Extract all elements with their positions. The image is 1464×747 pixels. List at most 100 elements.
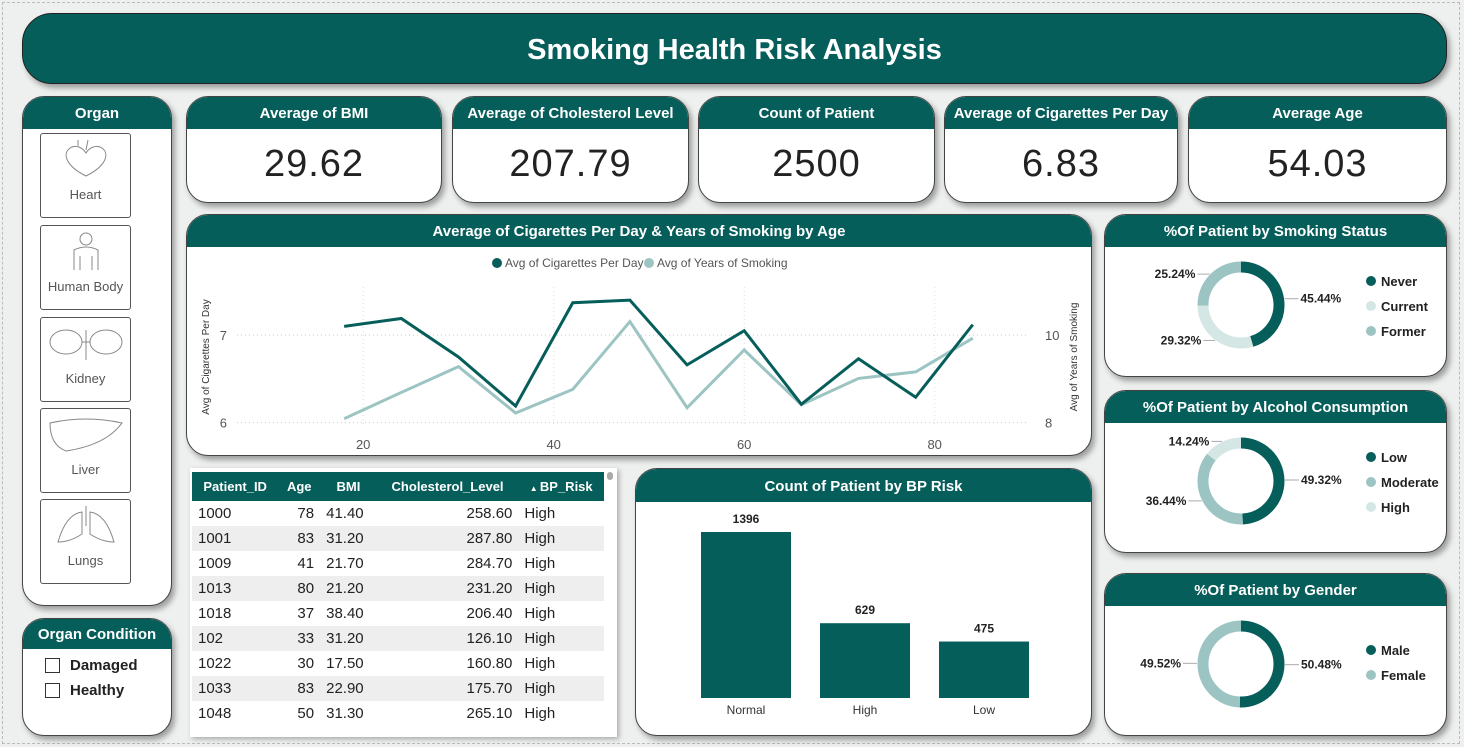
column-header-label: BP_Risk: [539, 479, 593, 494]
table-cell: 1000: [198, 505, 232, 522]
checkbox-icon: [45, 683, 60, 698]
organ-label: Heart: [69, 187, 102, 202]
series-line: [343, 319, 974, 421]
donut-card-smoking: %Of Patient by Smoking Status 45.44% 29.3…: [1104, 214, 1447, 377]
kpi-card-patient-count: Count of Patient 2500: [698, 96, 935, 203]
data-label: 29.32%: [1161, 333, 1202, 347]
donut-slice: [1240, 437, 1285, 525]
legend-label: Avg of Years of Smoking: [657, 256, 788, 270]
kpi-card-cigarettes: Average of Cigarettes Per Day 6.83: [944, 96, 1178, 203]
bar: [701, 532, 791, 698]
column-header[interactable]: ▲ BP_Risk: [518, 472, 604, 501]
column-header[interactable]: Age: [278, 472, 321, 501]
data-label: 14.24%: [1169, 434, 1210, 448]
table-cell: 206.40: [466, 605, 513, 622]
table-cell: 31.20: [320, 526, 377, 551]
data-label: 45.44%: [1300, 292, 1341, 306]
table-row[interactable]: 1018 37 38.40 206.40 High: [192, 601, 604, 626]
x-tick-label: 80: [927, 437, 941, 452]
table-cell: 1048: [198, 705, 232, 722]
table-cell: 80: [278, 576, 321, 601]
kpi-label: Average of Cholesterol Level: [453, 97, 688, 129]
heart-icon: [65, 139, 106, 177]
kidney-icon: [49, 329, 122, 360]
sort-ascending-icon[interactable]: ▲: [529, 484, 540, 493]
table-row[interactable]: 102 33 31.20 126.10 High: [192, 626, 604, 651]
organ-label: Kidney: [65, 371, 106, 386]
column-header[interactable]: Patient_ID: [192, 472, 279, 501]
organ-condition-slicer: Organ Condition Damaged Healthy: [22, 618, 172, 736]
checkbox-label: Healthy: [70, 682, 125, 699]
table-cell: 1022: [198, 655, 232, 672]
healthy-checkbox[interactable]: Healthy: [45, 682, 171, 699]
table-cell: 160.80: [466, 655, 513, 672]
column-header[interactable]: Cholesterol_Level: [376, 472, 519, 501]
checkbox-label: Damaged: [70, 657, 138, 674]
table-cell: 21.70: [326, 555, 364, 572]
legend-label: Former: [1381, 324, 1426, 339]
organ-human-body-button[interactable]: Human Body: [40, 225, 131, 310]
legend-marker: [1366, 477, 1376, 487]
organ-condition-title: Organ Condition: [23, 619, 171, 649]
patient-table: Patient_ID Age BMI Cholesterol_Level ▲ BP_Ri…: [190, 468, 617, 737]
x-tick-label: 20: [356, 437, 370, 452]
kpi-label: Count of Patient: [699, 97, 934, 129]
table-cell: 175.70: [376, 676, 519, 701]
donut-slice: [1207, 437, 1242, 461]
bar-chart-title: Count of Patient by BP Risk: [636, 469, 1091, 502]
table-cell: High: [524, 555, 556, 572]
table-cell: 258.60: [466, 505, 513, 522]
kpi-value: 54.03: [1267, 143, 1368, 185]
table-cell: 284.70: [466, 555, 513, 572]
kpi-value: 2500: [772, 143, 861, 185]
column-header-label: BMI: [336, 479, 361, 494]
legend-marker: [1366, 301, 1376, 311]
organ-lungs-button[interactable]: Lungs: [40, 499, 131, 584]
table-scrollbar[interactable]: [607, 472, 613, 480]
organ-slicer-title: Organ: [23, 97, 171, 129]
organ-kidney-button[interactable]: Kidney: [40, 317, 131, 402]
page-title: Smoking Health Risk Analysis: [22, 13, 1447, 84]
table-row[interactable]: 1022 30 17.50 160.80 High: [192, 651, 604, 676]
donut-slice: [1197, 305, 1254, 349]
bar: [820, 623, 910, 698]
table-row[interactable]: 1009 41 21.70 284.70 High: [192, 551, 604, 576]
table-cell: 17.50: [326, 655, 364, 672]
organ-slicer: Organ Heart Human Body Kidney Liver Lung…: [22, 96, 172, 606]
damaged-checkbox[interactable]: Damaged: [45, 657, 171, 674]
table-row[interactable]: 1048 50 31.30 265.10 High: [192, 701, 604, 726]
donut-title: %Of Patient by Alcohol Consumption: [1105, 391, 1446, 423]
column-header-label: Cholesterol_Level: [391, 479, 504, 494]
table-cell: High: [518, 676, 604, 701]
donut-slice: [1197, 261, 1242, 306]
donut-chart: 49.32% 36.44% 14.24% Low Moderate High: [1146, 434, 1439, 525]
donut-card-alcohol: %Of Patient by Alcohol Consumption 49.32…: [1104, 390, 1447, 553]
table-row[interactable]: 1013 80 21.20 231.20 High: [192, 576, 604, 601]
organ-heart-button[interactable]: Heart: [40, 133, 131, 218]
kpi-value: 207.79: [509, 143, 632, 185]
donut-title: %Of Patient by Smoking Status: [1105, 215, 1446, 247]
legend-label: High: [1381, 500, 1410, 515]
table-row[interactable]: 1033 83 22.90 175.70 High: [192, 676, 604, 701]
legend-marker: [1366, 276, 1376, 286]
data-label: 629: [855, 603, 875, 617]
table-cell: High: [524, 605, 556, 622]
y-axis-label: Avg of Cigarettes Per Day: [201, 299, 212, 414]
column-header[interactable]: BMI: [320, 472, 377, 501]
table-cell: 37: [297, 605, 315, 622]
organ-liver-button[interactable]: Liver: [40, 408, 131, 493]
table-cell: High: [524, 505, 556, 522]
table-cell: 83: [278, 676, 321, 701]
table-cell: 50: [297, 705, 315, 722]
y2-tick-label: 10: [1045, 328, 1059, 343]
legend-marker: [1366, 670, 1376, 680]
data-label: 49.52%: [1140, 656, 1181, 670]
kpi-label: Average of Cigarettes Per Day: [945, 97, 1177, 129]
table-row[interactable]: 1000 78 41.40 258.60 High: [192, 501, 604, 526]
table-cell: 1001: [192, 526, 279, 551]
table-cell: 31.30: [326, 705, 364, 722]
kpi-card-age: Average Age 54.03: [1188, 96, 1447, 203]
x-tick-label: 60: [737, 437, 751, 452]
table-cell: High: [524, 705, 556, 722]
table-row[interactable]: 1001 83 31.20 287.80 High: [192, 526, 604, 551]
